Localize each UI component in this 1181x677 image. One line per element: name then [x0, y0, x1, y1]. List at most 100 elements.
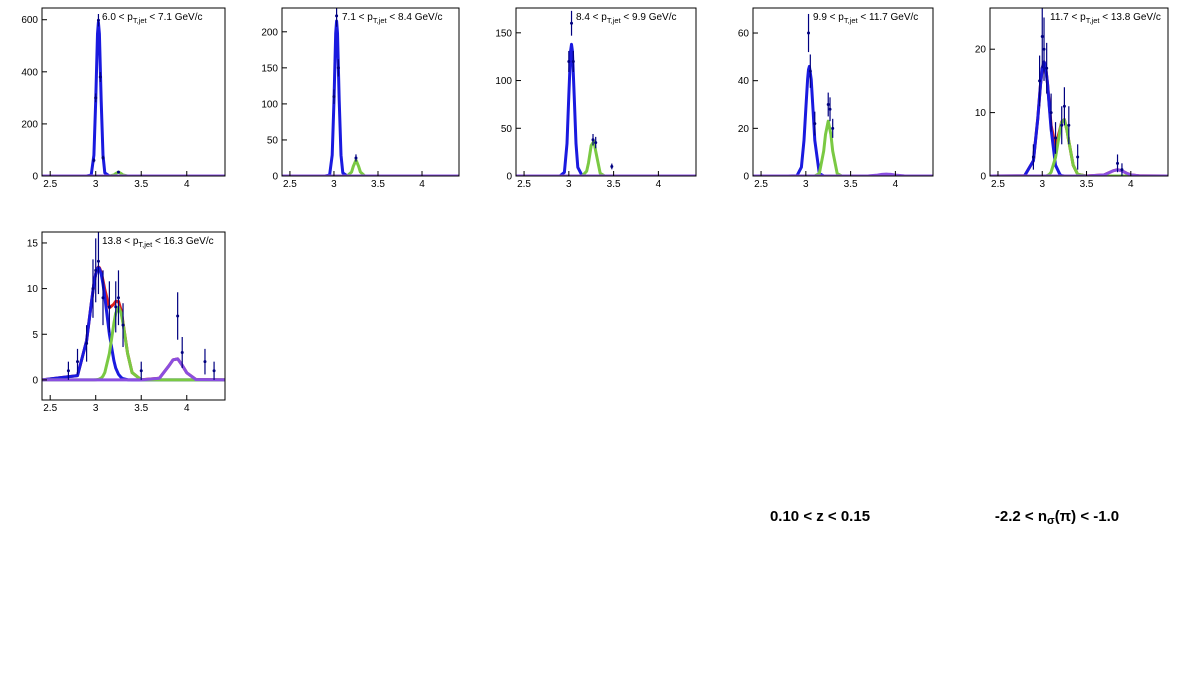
x-tick-label: 4 — [419, 179, 425, 190]
panel-title: 13.8 < pT,jet < 16.3 GeV/c — [102, 236, 214, 249]
x-tick-label: 3.5 — [134, 403, 148, 414]
data-point — [85, 341, 89, 345]
plot-area — [42, 232, 225, 382]
data-point — [831, 126, 835, 130]
frame — [515, 7, 697, 177]
frame — [989, 7, 1169, 177]
panel-title: 8.4 < pT,jet < 9.9 GeV/c — [576, 12, 677, 25]
x-tick-label: 4 — [184, 179, 190, 190]
y-tick-label: 15 — [27, 238, 39, 249]
y-tick-label: 0 — [272, 172, 278, 183]
plot-area — [42, 13, 225, 176]
fit-curve — [42, 305, 225, 382]
data-point — [180, 351, 184, 355]
text-part: 8.4 < p — [576, 12, 607, 23]
plot-area — [990, 8, 1168, 176]
data-point — [1049, 111, 1053, 115]
x-tick-label: 3 — [566, 179, 572, 190]
data-point — [212, 369, 216, 373]
data-point — [101, 156, 105, 160]
data-point — [336, 66, 340, 70]
data-point — [1116, 161, 1120, 165]
fit-curve — [516, 139, 696, 176]
data-point — [1067, 123, 1071, 127]
y-tick-label: 40 — [738, 76, 750, 87]
x-tick-label: 2.5 — [43, 403, 57, 414]
text-part: T,jet — [1086, 16, 1101, 25]
data-point — [91, 287, 95, 291]
x-tick-label: 2.5 — [283, 179, 297, 190]
x-tick-label: 3.5 — [844, 179, 858, 190]
x-tick-label: 3 — [93, 403, 99, 414]
data-point — [96, 18, 100, 22]
fit-curve — [42, 357, 225, 382]
data-point — [808, 69, 812, 73]
data-point — [1120, 168, 1124, 172]
text-part: T,jet — [373, 16, 388, 25]
text-part: T,jet — [844, 16, 859, 25]
data-point — [591, 138, 595, 142]
text-part: 7.1 < p — [342, 12, 373, 23]
fit-curve — [753, 119, 933, 176]
data-point — [594, 141, 598, 145]
data-point — [1038, 79, 1042, 83]
data-point — [76, 360, 80, 364]
x-tick-label: 3 — [803, 179, 809, 190]
y-tick-label: 5 — [32, 330, 38, 341]
x-tick-label: 2.5 — [517, 179, 531, 190]
data-point — [139, 369, 143, 373]
x-tick-label: 2.5 — [43, 179, 57, 190]
data-point — [570, 21, 574, 25]
data-point — [1076, 155, 1080, 159]
data-point — [94, 268, 98, 272]
x-tick-label: 3 — [1039, 179, 1045, 190]
frame — [752, 7, 934, 177]
y-tick-label: 0 — [506, 172, 512, 183]
data-point — [571, 59, 575, 63]
data-point — [1054, 136, 1058, 140]
y-tick-label: 0 — [980, 172, 986, 183]
data-point — [1042, 47, 1046, 51]
y-tick-label: 0 — [743, 172, 749, 183]
x-tick-label: 3 — [331, 179, 337, 190]
data-point — [92, 158, 96, 162]
data-point — [813, 122, 817, 126]
y-tick-label: 20 — [738, 124, 750, 135]
data-point — [567, 59, 571, 63]
text-part: 9.9 < p — [813, 12, 844, 23]
fit-curve — [753, 64, 933, 176]
data-point — [96, 259, 100, 263]
x-tick-label: 2.5 — [991, 179, 1005, 190]
data-point — [94, 96, 98, 100]
data-point — [98, 75, 102, 79]
frame — [41, 7, 226, 177]
data-point — [826, 103, 830, 107]
data-point — [1060, 123, 1064, 127]
data-point — [1040, 35, 1044, 39]
fit-curve — [753, 172, 933, 176]
text-part: < 9.9 GeV/c — [621, 12, 677, 23]
fit-curve — [282, 158, 459, 176]
x-tick-label: 4 — [184, 403, 190, 414]
plot-area — [753, 13, 933, 176]
data-point — [354, 156, 358, 160]
text-part: < 16.3 GeV/c — [152, 236, 213, 247]
text-part: < 8.4 GeV/c — [387, 12, 443, 23]
data-point — [107, 305, 111, 309]
data-point — [116, 170, 120, 174]
x-tick-label: 2.5 — [754, 179, 768, 190]
data-point — [114, 305, 118, 309]
data-point — [332, 95, 336, 99]
x-tick-label: 3.5 — [607, 179, 621, 190]
text-part: 13.8 < p — [102, 236, 139, 247]
data-point — [176, 314, 180, 318]
x-tick-label: 3.5 — [371, 179, 385, 190]
fit-curve — [42, 266, 225, 382]
plot-area — [282, 8, 459, 176]
data-point — [203, 360, 207, 364]
y-tick-label: 600 — [21, 15, 38, 26]
data-point — [101, 296, 105, 300]
text-part: 6.0 < p — [102, 12, 133, 23]
text-part: σ — [1047, 515, 1055, 527]
fit-curve — [990, 60, 1168, 176]
